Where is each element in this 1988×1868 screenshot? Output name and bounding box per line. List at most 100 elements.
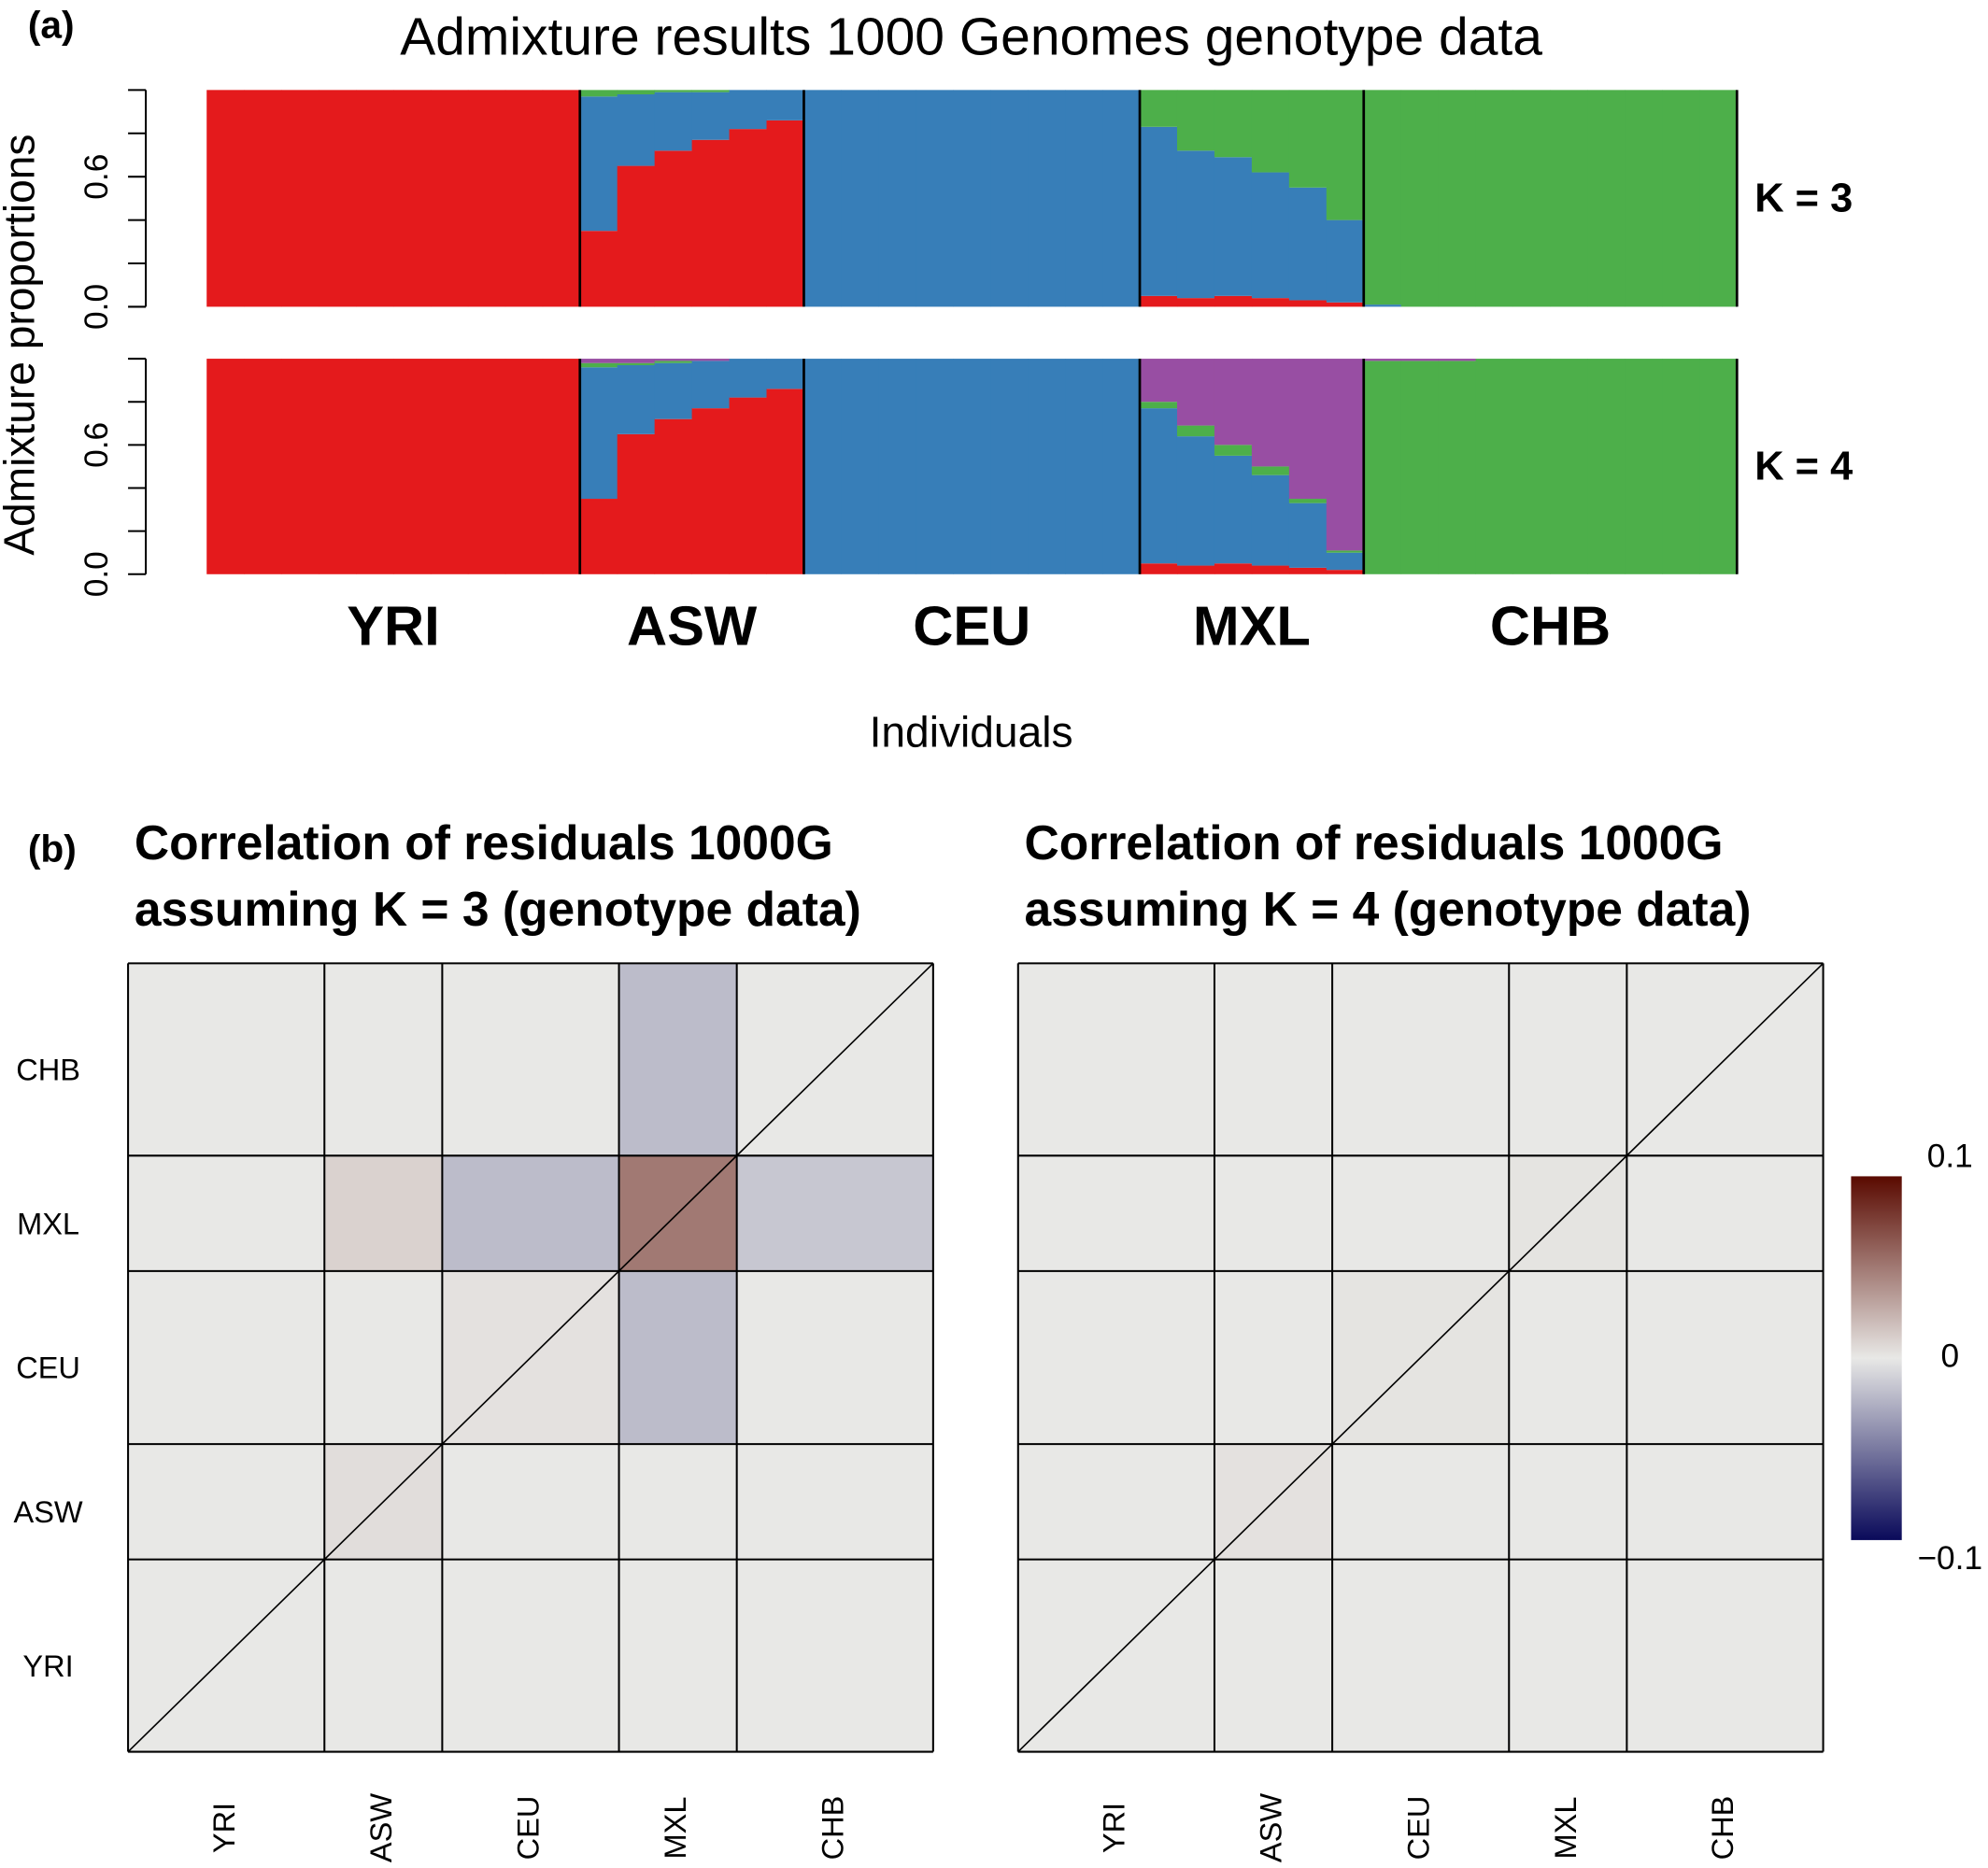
heat-cell xyxy=(442,1444,619,1560)
x-tick-label: MXL xyxy=(1549,1796,1583,1859)
bar-segment xyxy=(691,408,730,574)
bar-segment xyxy=(803,90,842,307)
bar-segment xyxy=(1214,295,1253,307)
bar-segment xyxy=(990,90,1029,307)
heat-cell xyxy=(1332,1155,1510,1271)
bar-segment xyxy=(1140,126,1178,296)
bar-segment xyxy=(244,359,282,574)
bar-segment xyxy=(691,90,730,92)
bar-segment xyxy=(504,359,544,574)
bar-segment xyxy=(579,90,618,97)
bar-segment xyxy=(691,361,730,409)
bar-segment xyxy=(206,359,245,574)
bar-segment xyxy=(1363,359,1402,361)
bar-segment xyxy=(542,90,581,307)
bar-segment xyxy=(953,359,991,574)
bar-segment xyxy=(691,359,730,361)
k-annotation: K = 4 xyxy=(1754,445,1853,489)
heat-cell xyxy=(1626,1155,1824,1271)
bar-segment xyxy=(916,90,954,307)
x-tick-label: MXL xyxy=(659,1796,692,1859)
bar-segment xyxy=(1065,359,1103,574)
heat-cell xyxy=(324,963,443,1156)
bar-segment xyxy=(244,90,282,307)
bar-segment xyxy=(1214,157,1253,296)
bar-segment xyxy=(1288,187,1328,301)
bar-segment xyxy=(1176,565,1215,574)
bar-segment xyxy=(281,359,320,574)
bar-segment xyxy=(1363,361,1402,574)
bar-segment xyxy=(1326,90,1365,220)
bar-segment xyxy=(1214,455,1253,564)
bar-segment xyxy=(1065,90,1103,307)
bar-segment xyxy=(1400,361,1440,574)
y-tick-label: YRI xyxy=(22,1649,73,1683)
bar-segment xyxy=(504,90,544,307)
bar-segment xyxy=(1662,359,1700,574)
bar-segment xyxy=(654,90,693,92)
panel-label: (a) xyxy=(28,4,75,47)
x-tick-label: ASW xyxy=(364,1793,398,1862)
x-tick-label: CEU xyxy=(1401,1796,1435,1861)
heat-cell xyxy=(324,1559,443,1752)
bar-segment xyxy=(878,359,916,574)
heat-cell xyxy=(1214,1559,1333,1752)
bar-segment xyxy=(319,90,357,307)
heat-cell xyxy=(736,1559,933,1752)
bar-segment xyxy=(1251,359,1290,467)
bar-segment xyxy=(356,90,394,307)
bar-segment xyxy=(1400,90,1440,307)
bar-segment xyxy=(467,90,506,307)
heat-cell xyxy=(128,1155,325,1271)
heat-cell xyxy=(1509,963,1627,1156)
bar-segment xyxy=(467,359,506,574)
heat-cell xyxy=(1214,963,1333,1156)
heat-cell xyxy=(1214,1155,1333,1271)
x-tick-label: CHB xyxy=(1706,1796,1740,1861)
bar-segment xyxy=(1176,150,1215,299)
bar-segment xyxy=(1288,359,1328,500)
bar-segment xyxy=(1512,359,1551,574)
color-tick-label: 0.1 xyxy=(1927,1139,1973,1175)
y-tick-label: MXL xyxy=(17,1207,79,1240)
bar-segment xyxy=(1288,90,1328,188)
bar-segment xyxy=(1326,550,1365,553)
heat-cell xyxy=(1017,963,1214,1156)
bar-segment xyxy=(1176,298,1215,307)
x-tick-label: YRI xyxy=(207,1803,241,1853)
chart-title: assuming K = 3 (genotype data) xyxy=(135,882,861,936)
heat-cell xyxy=(442,1155,619,1271)
bar-segment xyxy=(281,90,320,307)
heat-cell xyxy=(618,1270,737,1445)
bar-segment xyxy=(1475,359,1513,574)
diagonal xyxy=(1017,962,1825,1753)
heat-cell xyxy=(1017,1444,1214,1560)
x-tick-label: CHB xyxy=(816,1796,849,1861)
heat-cell xyxy=(1626,1270,1824,1445)
bar-segment xyxy=(1326,359,1365,551)
bar-segment xyxy=(1140,90,1178,127)
bar-segment xyxy=(654,361,693,363)
heat-cell xyxy=(1017,1270,1214,1445)
heat-cell xyxy=(618,1559,737,1752)
color-bar xyxy=(1851,1176,1902,1540)
bar-segment xyxy=(1512,90,1551,307)
bar-segment xyxy=(206,90,245,307)
bar-segment xyxy=(1475,90,1513,307)
chart-title: assuming K = 4 (genotype data) xyxy=(1025,882,1752,936)
bar-segment xyxy=(579,499,618,574)
bar-segment xyxy=(1326,570,1365,574)
heat-cell xyxy=(1214,1270,1333,1445)
bar-segment xyxy=(729,129,767,307)
bar-segment xyxy=(319,359,357,574)
bar-segment xyxy=(990,359,1029,574)
bar-segment xyxy=(1288,502,1328,568)
bar-segment xyxy=(430,90,469,307)
bar-segment xyxy=(579,362,618,368)
chart-title: Correlation of residuals 1000G xyxy=(135,815,833,870)
bar-segment xyxy=(1550,90,1588,307)
bar-segment xyxy=(1587,359,1626,574)
bar-segment xyxy=(1176,436,1215,566)
